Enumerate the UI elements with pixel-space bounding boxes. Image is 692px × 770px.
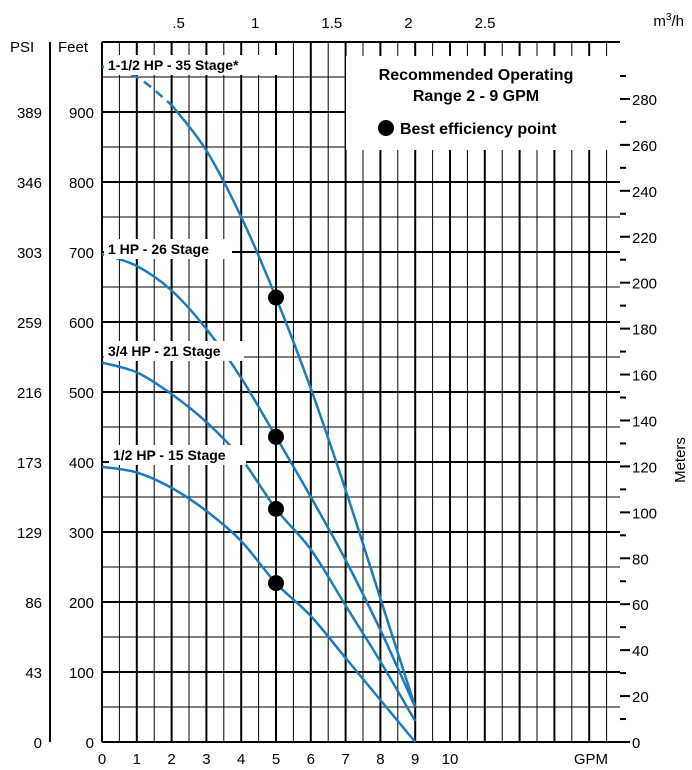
grid-major (101, 41, 630, 743)
feet-tick-label: 600 (69, 315, 94, 332)
meters-tick-label: 180 (632, 322, 657, 339)
bep-marker (268, 575, 284, 592)
psi-tick-label: 346 (17, 175, 42, 192)
gpm-axis-title: GPM (574, 751, 608, 768)
gpm-tick-label: 7 (341, 751, 349, 768)
curve-label-background (104, 55, 278, 75)
m3h-tick-label: 2 (404, 15, 412, 32)
feet-axis-title: Feet (58, 39, 89, 56)
meters-axis-title: Meters (672, 437, 689, 483)
gpm-tick-label: 6 (307, 751, 315, 768)
psi-tick-label: 389 (17, 105, 42, 122)
left-axes: PSI Feet (10, 39, 89, 742)
meters-tick-label: 220 (632, 230, 657, 247)
bep-marker (268, 428, 284, 445)
psi-tick-labels: 0 43 86 129 173 216 259 303 346 389 (17, 105, 42, 752)
meters-tick-label: 60 (632, 597, 649, 614)
psi-tick-label: 43 (25, 665, 42, 682)
m3h-tick-label: 2.5 (475, 15, 496, 32)
meters-tick-label: 0 (632, 735, 640, 752)
curve-35-stage (170, 104, 417, 708)
m3h-tick-label: 1.5 (321, 15, 342, 32)
curve-label: 1 HP - 26 Stage (108, 241, 209, 257)
meters-tick-labels: 0 20 40 60 80 100 120 140 160 180 200 220 240 260 280 (632, 92, 657, 752)
legend-bep-marker (378, 120, 394, 136)
psi-tick-label: 129 (17, 525, 42, 542)
legend-title-line2: Range 2 - 9 GPM (413, 88, 539, 105)
gpm-tick-label: 4 (237, 751, 245, 768)
feet-tick-label: 800 (69, 175, 94, 192)
curve-21-stage (101, 361, 417, 722)
m3h-tick-label: .5 (172, 15, 185, 32)
curve-26-stage (101, 252, 417, 708)
gpm-tick-label: 8 (376, 751, 384, 768)
feet-tick-labels: 0 100 200 300 400 500 600 700 800 900 (69, 105, 94, 752)
curve-15-stage (101, 465, 417, 743)
gpm-tick-label: 1 (133, 751, 141, 768)
bep-markers (268, 289, 284, 592)
feet-tick-label: 100 (69, 665, 94, 682)
feet-tick-label: 900 (69, 105, 94, 122)
legend-box: Recommended Operating Range 2 - 9 GPM Be… (346, 56, 620, 150)
m3h-tick-label: 1 (251, 15, 259, 32)
meters-tick-label: 260 (632, 138, 657, 155)
psi-tick-label: 86 (25, 595, 42, 612)
legend-background (346, 56, 620, 150)
psi-tick-label: 216 (17, 385, 42, 402)
gpm-tick-label: 3 (202, 751, 210, 768)
pump-curves (101, 65, 417, 743)
feet-tick-label: 700 (69, 245, 94, 262)
gpm-tick-label: 10 (442, 751, 459, 768)
m3h-axis-title: m3/h (653, 12, 684, 30)
curve-label-background (104, 239, 232, 259)
meters-tick-label: 240 (632, 184, 657, 201)
psi-tick-label: 303 (17, 245, 42, 262)
feet-tick-label: 0 (86, 735, 94, 752)
feet-tick-label: 400 (69, 455, 94, 472)
meters-tick-label: 100 (632, 505, 657, 522)
feet-tick-label: 200 (69, 595, 94, 612)
curve-label-background (109, 445, 246, 465)
meters-tick-label: 140 (632, 413, 657, 430)
meters-tick-label: 80 (632, 551, 649, 568)
meters-tick-label: 120 (632, 459, 657, 476)
meters-tick-label: 200 (632, 276, 657, 293)
psi-tick-label: 173 (17, 455, 42, 472)
curve-label: 1-1/2 HP - 35 Stage* (108, 57, 239, 73)
bep-marker (268, 289, 284, 306)
gpm-tick-label: 5 (272, 751, 280, 768)
gpm-tick-label: 2 (167, 751, 175, 768)
psi-axis-title: PSI (10, 39, 34, 56)
psi-tick-label: 259 (17, 315, 42, 332)
legend-bep-label: Best efficiency point (400, 121, 557, 138)
curve-label: 1/2 HP - 15 Stage (113, 447, 226, 463)
feet-tick-label: 500 (69, 385, 94, 402)
meters-tick-label: 40 (632, 643, 649, 660)
legend-title-line1: Recommended Operating (379, 67, 574, 84)
feet-tick-label: 300 (69, 525, 94, 542)
gpm-tick-labels: 0 1 2 3 4 5 6 7 8 9 10 (98, 751, 459, 768)
meters-tick-label: 280 (632, 92, 657, 109)
curve-labels: 1-1/2 HP - 35 Stage* 1 HP - 26 Stage 3/4 H… (104, 55, 278, 465)
meters-tick-label: 160 (632, 368, 657, 385)
bep-marker (268, 500, 284, 517)
gpm-tick-label: 9 (411, 751, 419, 768)
gpm-tick-label: 0 (98, 751, 106, 768)
curve-label-background (104, 341, 244, 361)
meters-tick-label: 20 (632, 689, 649, 706)
curve-label: 3/4 HP - 21 Stage (108, 343, 221, 359)
psi-tick-label: 0 (34, 735, 42, 752)
m3h-tick-labels: .5 1 1.5 2 2.5 (172, 15, 495, 32)
